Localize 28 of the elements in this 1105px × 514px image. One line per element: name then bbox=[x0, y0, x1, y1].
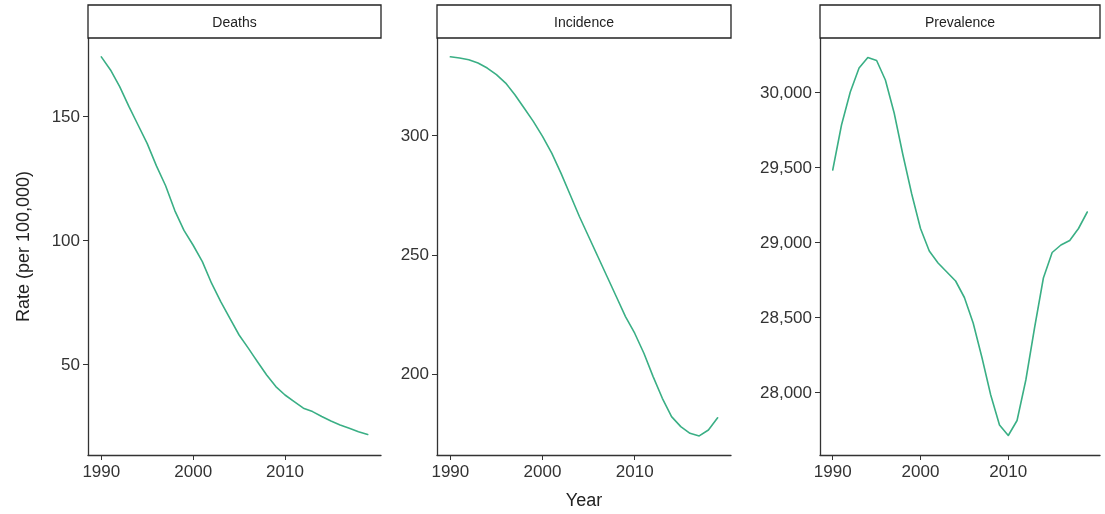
y-tick-label: 250 bbox=[400, 245, 429, 265]
y-tick-label: 300 bbox=[400, 126, 429, 146]
y-tick-label: 100 bbox=[51, 230, 80, 250]
line-series bbox=[100, 56, 369, 436]
x-tick-label: 2000 bbox=[901, 462, 940, 481]
y-tick-label: 29,000 bbox=[760, 232, 812, 252]
y-tick-label: 150 bbox=[51, 106, 80, 126]
chart-title: Prevalence bbox=[924, 14, 996, 30]
x-tick-label: 1990 bbox=[431, 462, 470, 481]
line-series bbox=[831, 56, 1089, 437]
x-tick-label: 2010 bbox=[989, 462, 1028, 481]
x-tick-label: 2010 bbox=[615, 462, 654, 481]
x-tick-label: 2010 bbox=[266, 462, 304, 481]
y-tick-label: 29,500 bbox=[760, 157, 812, 177]
y-tick-label: 30,000 bbox=[760, 82, 812, 102]
x-tick-label: 1990 bbox=[813, 462, 852, 481]
x-tick-label: 2000 bbox=[174, 462, 213, 481]
y-tick-label: 200 bbox=[400, 364, 429, 384]
x-axis-title: Year bbox=[565, 490, 603, 510]
chart-title: Incidence bbox=[554, 14, 615, 30]
y-tick-label: 28,000 bbox=[760, 382, 812, 402]
x-tick-label: 2000 bbox=[523, 462, 562, 481]
y-tick-label: 28,500 bbox=[760, 307, 812, 327]
x-tick-label: 1990 bbox=[82, 462, 121, 481]
chart-title: Deaths bbox=[212, 14, 257, 30]
y-tick-label: 50 bbox=[61, 354, 80, 374]
y-axis-title: Rate (per 100,000) bbox=[13, 170, 33, 323]
line-series bbox=[449, 56, 719, 437]
